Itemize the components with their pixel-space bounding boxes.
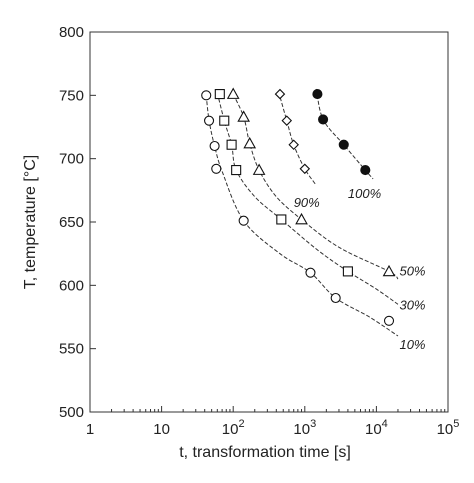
data-point — [360, 165, 371, 176]
data-point — [238, 215, 249, 226]
plot-frame — [89, 31, 449, 413]
data-point — [299, 163, 311, 175]
data-point — [231, 165, 242, 176]
data-point — [274, 88, 286, 100]
data-point — [305, 267, 316, 278]
curve-label: 100% — [348, 186, 381, 201]
data-point — [383, 315, 395, 326]
y-tick-label: 550 — [59, 341, 84, 358]
x-axis-title: t, transformation time [s] — [179, 444, 351, 461]
curve-90pct — [278, 91, 316, 185]
data-point — [201, 90, 212, 101]
y-tick-label: 500 — [59, 404, 84, 421]
data-point — [318, 114, 329, 125]
x-tick-label: 104 — [365, 418, 388, 438]
curve-label: 10% — [399, 337, 425, 352]
curve-50pct — [232, 93, 399, 280]
data-point — [312, 89, 323, 100]
curve-label: 30% — [399, 298, 425, 313]
curve-100pct — [315, 88, 374, 180]
y-tick-label: 700 — [59, 151, 84, 168]
data-point — [342, 266, 353, 277]
data-point — [214, 89, 225, 100]
y-tick-label: 750 — [59, 87, 84, 104]
y-tick-label: 800 — [59, 24, 84, 41]
y-tick-label: 650 — [59, 214, 84, 231]
data-point — [211, 163, 222, 174]
data-point — [281, 115, 293, 126]
data-point — [330, 292, 341, 304]
data-point — [219, 115, 230, 126]
data-point — [295, 212, 308, 225]
data-point — [252, 163, 266, 175]
data-point — [276, 214, 287, 225]
x-tick-label: 103 — [293, 418, 316, 438]
data-point — [382, 264, 396, 277]
x-tick-label: 105 — [437, 418, 460, 438]
curve-labels: 10% 30% 50% 90% 100% — [294, 186, 426, 352]
curve-30pct — [216, 92, 399, 305]
x-tick-label: 102 — [222, 418, 245, 438]
y-axis-title: T, temperature [°C] — [22, 155, 39, 289]
data-point — [243, 136, 257, 149]
data-point — [226, 87, 240, 99]
data-point — [288, 139, 299, 151]
x-axis: 1 10 102 103 104 105 — [86, 406, 460, 438]
curve-10pct — [205, 95, 399, 337]
data-point — [209, 140, 220, 152]
y-axis: 500 550 600 650 700 750 800 — [59, 24, 96, 421]
curve-label: 90% — [294, 195, 320, 210]
data-markers — [201, 87, 396, 326]
data-point — [237, 110, 250, 122]
x-tick-label: 10 — [153, 421, 170, 438]
data-point — [204, 115, 215, 126]
data-point — [338, 139, 349, 150]
y-tick-label: 600 — [59, 277, 84, 294]
curve-label: 50% — [399, 263, 425, 278]
trend-curves — [205, 88, 399, 337]
x-tick-label: 1 — [86, 421, 94, 438]
data-point — [226, 139, 237, 150]
